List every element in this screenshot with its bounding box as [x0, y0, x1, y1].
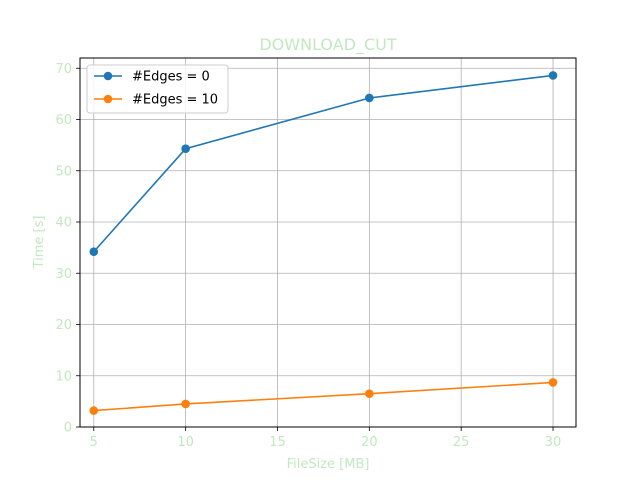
y-tick-label: 40: [55, 216, 72, 231]
series-line: [93, 381, 554, 412]
data-point: [89, 406, 99, 415]
data-point: [548, 71, 558, 80]
y-tick-label: 30: [55, 267, 72, 282]
legend-marker: [103, 71, 113, 81]
y-tick-label: 70: [55, 62, 72, 77]
data-point: [181, 399, 190, 409]
series-line: [93, 74, 554, 253]
x-tick-label: 20: [361, 435, 378, 450]
y-axis-label: Time [s]: [32, 216, 47, 270]
data-point: [548, 378, 558, 387]
legend-item: #Edges = 10: [94, 93, 218, 108]
y-tick-label: 10: [55, 369, 72, 384]
x-tick-label: 15: [269, 435, 286, 450]
legend-item: #Edges = 0: [94, 70, 210, 85]
legend-label: #Edges = 0: [132, 70, 210, 85]
y-tick-label: 0: [64, 421, 72, 436]
plot-frame: [79, 57, 577, 428]
y-tick-label: 20: [55, 318, 72, 333]
series-layer: [89, 71, 558, 415]
x-tick-label: 10: [177, 435, 194, 450]
series-2: [89, 378, 558, 415]
data-point: [365, 389, 374, 398]
x-tick-label: 25: [453, 435, 470, 450]
grid: [80, 58, 576, 428]
x-tick-label: 5: [90, 435, 98, 450]
x-axis-label: FileSize [MB]: [287, 457, 370, 472]
y-tick-label: 50: [55, 164, 72, 179]
data-point: [365, 93, 374, 103]
x-tick-label: 30: [545, 435, 562, 450]
chart-title: DOWNLOAD_CUT: [259, 35, 397, 55]
data-point: [181, 144, 190, 154]
series-1: [89, 71, 558, 257]
legend-label: #Edges = 10: [132, 93, 218, 108]
legend-box: [86, 64, 229, 114]
axis-ticks: 5 10 15 20 25 30 0 10 20 30 40 50 60 70: [55, 62, 561, 450]
y-tick-label: 60: [55, 113, 72, 128]
legend-marker: [103, 94, 113, 104]
legend: #Edges = 0 #Edges = 10: [86, 64, 229, 114]
data-point: [89, 247, 99, 257]
